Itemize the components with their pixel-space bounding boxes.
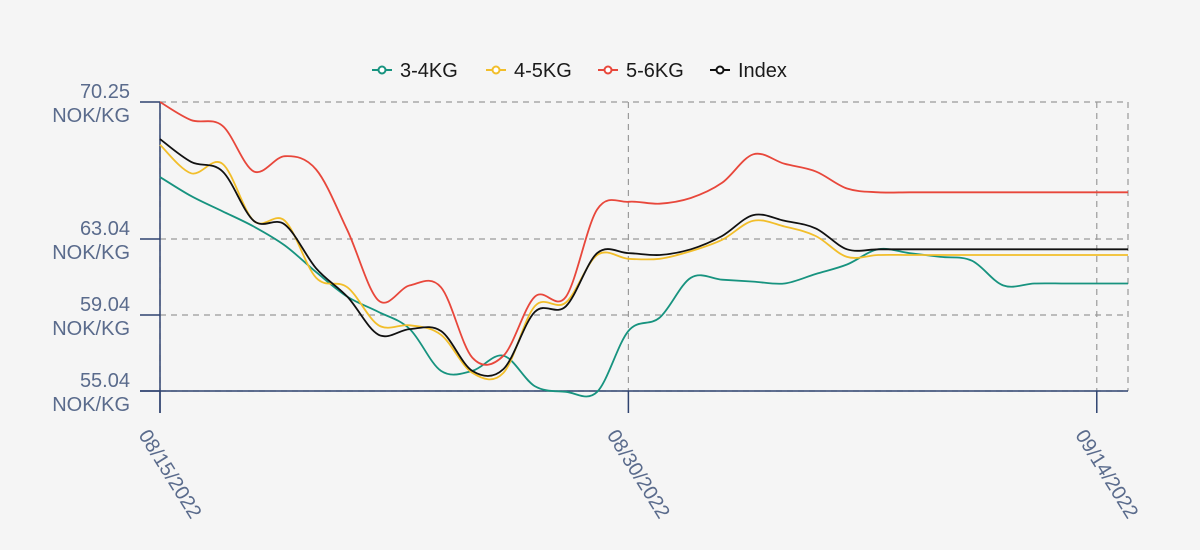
y-axis-ticks: 70.25NOK/KG63.04NOK/KG59.04NOK/KG55.04NO… [52,81,160,416]
legend-marker-icon [715,65,725,75]
legend-marker-icon [603,65,613,75]
legend-label: 3-4KG [400,60,458,82]
legend-marker-icon [491,65,501,75]
x-tick-label: 08/30/2022 [602,426,674,523]
y-tick-label: 59.04 [80,294,130,316]
series-line-5-6kg [159,101,1128,366]
y-tick-unit: NOK/KG [52,394,130,416]
legend-item-index[interactable]: Index [710,60,787,82]
y-tick-unit: NOK/KG [52,318,130,340]
y-tick-label: 55.04 [80,370,130,392]
series-lines [159,101,1128,398]
legend-item-5-6kg[interactable]: 5-6KG [598,60,684,82]
y-tick-unit: NOK/KG [52,242,130,264]
legend-label: 5-6KG [626,60,684,82]
y-tick-unit: NOK/KG [52,105,130,127]
legend-item-3-4kg[interactable]: 3-4KG [372,60,458,82]
legend-marker-icon [377,65,387,75]
series-line-4-5kg [159,144,1128,381]
y-tick-label: 63.04 [80,218,130,240]
legend-item-4-5kg[interactable]: 4-5KG [486,60,572,82]
x-tick-label: 09/14/2022 [1071,426,1143,523]
x-tick-label: 08/15/2022 [134,426,206,523]
y-tick-label: 70.25 [80,81,130,103]
x-axis-ticks: 08/15/2022 08/30/2022 09/14/2022 [134,391,1142,523]
series-line-3-4kg [159,176,1128,398]
legend-label: 4-5KG [514,60,572,82]
grid [140,101,1129,413]
series-line-index [159,138,1128,377]
legend[interactable]: 3-4KG 4-5KG 5-6KG Index [372,60,787,82]
legend-label: Index [738,60,787,82]
